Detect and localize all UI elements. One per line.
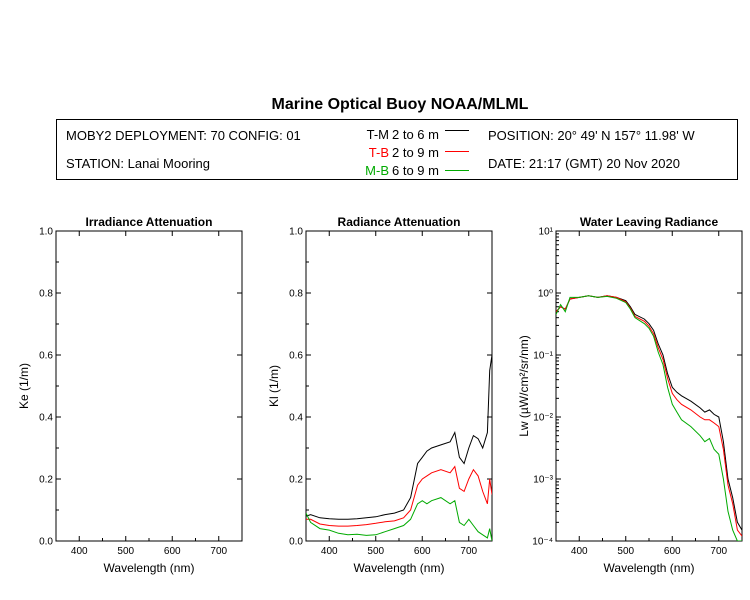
- chart1-plot-frame: [55, 230, 243, 542]
- chart3-series-t-m: [556, 295, 742, 531]
- legend-key-mb: M-B: [365, 163, 389, 178]
- chart3-xtick-label-500: 500: [617, 546, 634, 557]
- chart2-ytick-label-3: 0.6: [289, 351, 303, 362]
- chart2-xtick-label-600: 600: [414, 546, 431, 557]
- chart2-series-t-b: [306, 465, 492, 527]
- chart2-plot-frame: [305, 230, 493, 542]
- chart1-title: Irradiance Attenuation: [86, 215, 213, 229]
- station-text: STATION: Lanai Mooring: [66, 156, 211, 171]
- chart3-title: Water Leaving Radiance: [580, 215, 719, 229]
- chart2-xtick-label-400: 400: [321, 546, 338, 557]
- chart2-title: Radiance Attenuation: [338, 215, 461, 229]
- chart1-ytick-label-4: 0.8: [39, 289, 53, 300]
- chart2-ytick-label-4: 0.8: [289, 289, 303, 300]
- legend-key-tb: T-B: [368, 145, 389, 160]
- chart3-xlabel: Wavelength (nm): [604, 561, 695, 575]
- chart1-ytick-label-5: 1.0: [39, 227, 53, 238]
- chart3-plot-frame: [555, 230, 743, 542]
- chart2-ytick-label-1: 0.2: [289, 475, 303, 486]
- chart3-ytick-label-0: 10⁻⁴: [532, 537, 553, 548]
- chart1-ytick-label-0: 0.0: [39, 537, 53, 548]
- chart1-ytick-label-2: 0.4: [39, 413, 53, 424]
- info-box: MOBY2 DEPLOYMENT: 70 CONFIG: 01 STATION:…: [56, 119, 738, 180]
- chart3-xtick-label-400: 400: [571, 546, 588, 557]
- chart3-ytick-label-4: 10⁰: [538, 289, 553, 300]
- chart1-irradiance-attenuation: Irradiance Attenuation 400 500 600 700 0.0 0.2…: [17, 215, 243, 575]
- legend-range-mb: 6 to 9 m: [392, 163, 439, 178]
- chart1-ytick-label-1: 0.2: [39, 475, 53, 486]
- chart3-ylabel: Lw (µW/cm²/sr/nm): [517, 335, 531, 437]
- chart2-series-t-m: [306, 354, 492, 520]
- chart1-xtick-label-600: 600: [164, 546, 181, 557]
- chart1-xtick-label-500: 500: [117, 546, 134, 557]
- legend-range-tm: 2 to 6 m: [392, 127, 439, 142]
- position-text: POSITION: 20° 49' N 157° 11.98' W: [488, 128, 695, 143]
- legend-range-tb: 2 to 9 m: [392, 145, 439, 160]
- chart1-ytick-label-3: 0.6: [39, 351, 53, 362]
- chart2-radiance-attenuation: Radiance Attenuation 400 500 600 700 0.0 0.2 0.…: [267, 215, 493, 575]
- chart3-xtick-label-600: 600: [664, 546, 681, 557]
- chart3-xtick-label-700: 700: [710, 546, 727, 557]
- chart3-ytick-label-3: 10⁻¹: [533, 351, 553, 362]
- legend-line-tb: [445, 151, 469, 152]
- chart1-xtick-label-400: 400: [71, 546, 88, 557]
- chart2-ylabel: Kl (1/m): [267, 365, 281, 407]
- chart1-ylabel: Ke (1/m): [17, 363, 31, 409]
- chart3-series-t-b: [556, 295, 742, 537]
- chart2-ytick-label-5: 1.0: [289, 227, 303, 238]
- date-text: DATE: 21:17 (GMT) 20 Nov 2020: [488, 156, 680, 171]
- chart2-xlabel: Wavelength (nm): [354, 561, 445, 575]
- chart3-series-m-b: [556, 295, 742, 541]
- chart1-xlabel: Wavelength (nm): [104, 561, 195, 575]
- legend-line-mb: [445, 170, 469, 171]
- deployment-text: MOBY2 DEPLOYMENT: 70 CONFIG: 01: [66, 128, 301, 143]
- chart2-series-m-b: [306, 497, 492, 541]
- main-title: Marine Optical Buoy NOAA/MLML: [271, 96, 529, 113]
- legend-key-tm: T-M: [366, 127, 389, 142]
- chart3-ytick-label-2: 10⁻²: [533, 413, 553, 424]
- chart2-xtick-label-700: 700: [460, 546, 477, 557]
- chart1-xtick-label-700: 700: [210, 546, 227, 557]
- chart2-ytick-label-2: 0.4: [289, 413, 303, 424]
- chart3-ytick-label-5: 10¹: [539, 227, 554, 238]
- chart2-xtick-label-500: 500: [367, 546, 384, 557]
- chart2-ytick-label-0: 0.0: [289, 537, 303, 548]
- legend-line-tm: [445, 130, 469, 131]
- chart3-water-leaving-radiance: Water Leaving Radiance 400 500 600 700 10⁻⁴ 10…: [517, 215, 743, 575]
- chart3-ytick-label-1: 10⁻³: [533, 475, 553, 486]
